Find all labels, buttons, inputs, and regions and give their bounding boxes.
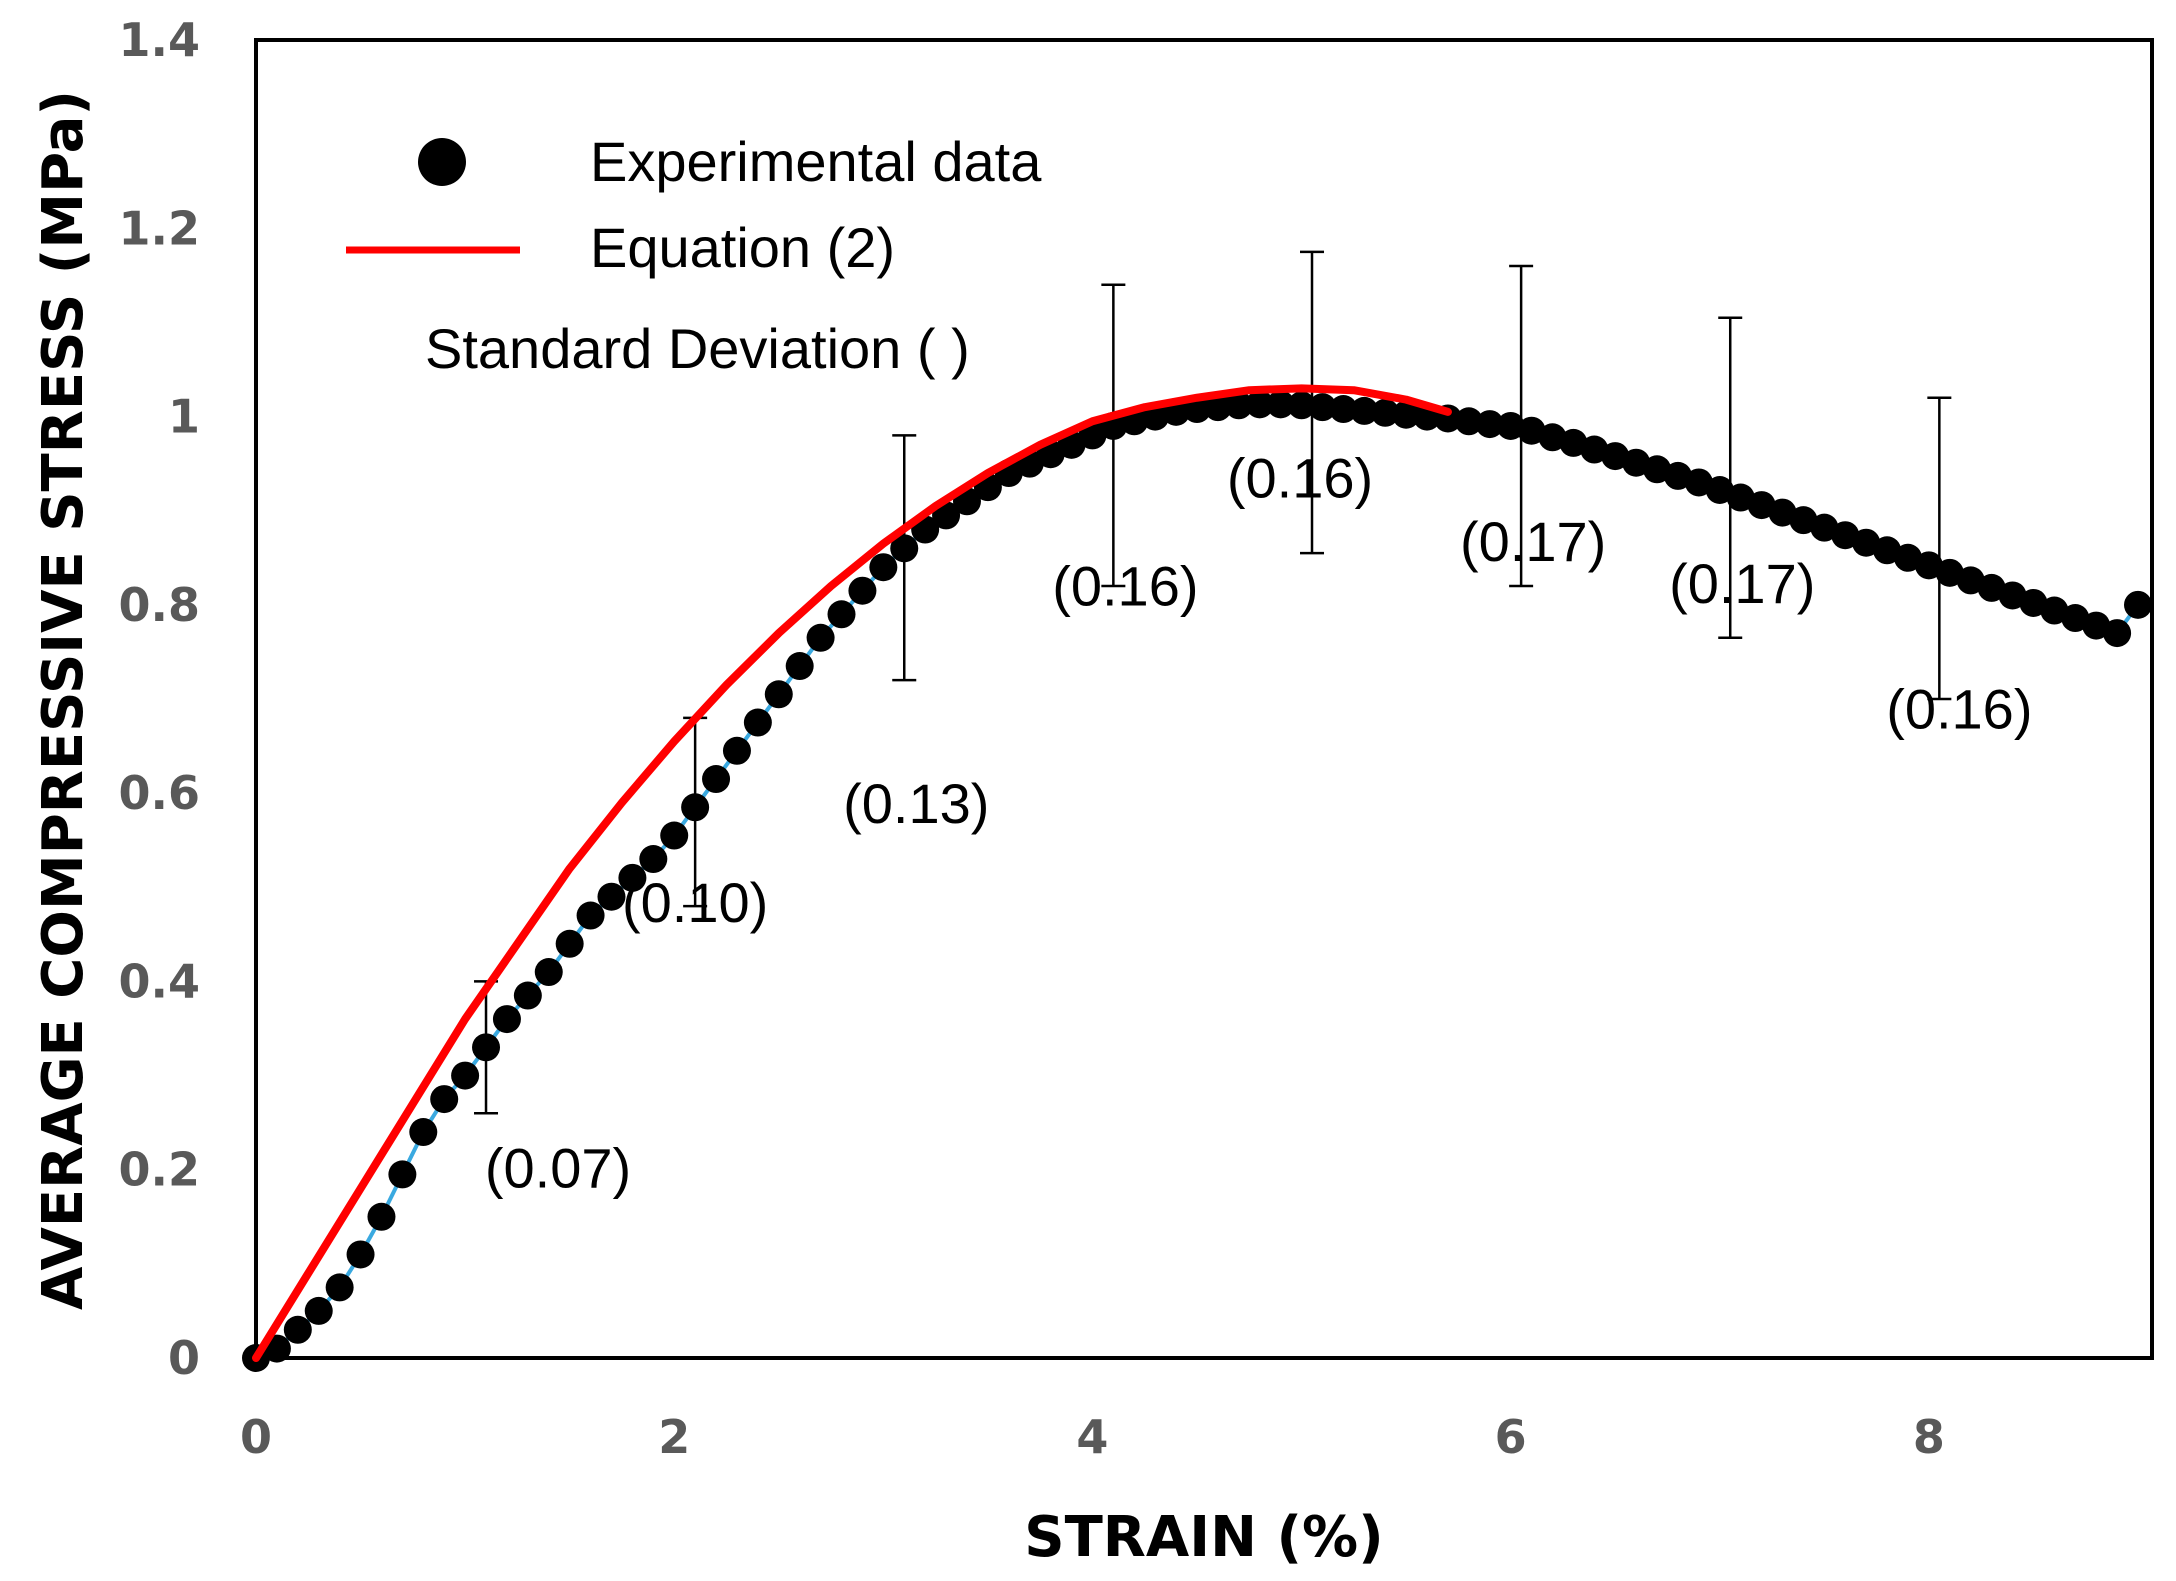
experimental-point: [639, 845, 668, 874]
experimental-point: [1308, 393, 1337, 422]
y-tick-label: 0.6: [119, 766, 201, 820]
y-tick-label: 1.4: [119, 13, 201, 67]
sd-label: (0.07): [485, 1136, 631, 1199]
y-tick-label: 0.8: [119, 578, 201, 632]
sd-labels: (0.07) (0.10) (0.13) (0.16) (0.16) (0.17) (0.1…: [485, 446, 2033, 1199]
experimental-point: [534, 958, 563, 987]
experimental-point: [283, 1315, 312, 1344]
experimental-point: [743, 708, 772, 737]
x-tick-label: 2: [658, 1410, 690, 1464]
sd-label: (0.17): [1460, 510, 1606, 573]
experimental-point: [513, 981, 542, 1010]
experimental-point: [1329, 395, 1358, 424]
legend-label-standard-deviation: Standard Deviation ( ): [425, 317, 970, 380]
experimental-point: [660, 821, 689, 850]
equation-polyline: [252, 384, 1452, 1362]
y-tick-label: 0.2: [119, 1143, 201, 1197]
sd-label: (0.17): [1669, 552, 1815, 615]
experimental-point: [1203, 393, 1232, 422]
experimental-point: [472, 1033, 501, 1062]
y-tick-label: 1.2: [119, 201, 201, 255]
experimental-point: [492, 1005, 521, 1034]
experimental-point: [1392, 400, 1421, 429]
plot-area-frame: [254, 38, 2154, 1360]
experimental-point: [409, 1118, 438, 1147]
sd-label: (0.13): [843, 772, 989, 835]
experimental-point: [1245, 390, 1274, 419]
x-tick-label: 6: [1495, 1410, 1527, 1464]
legend-label-experimental: Experimental data: [590, 130, 1042, 193]
y-tick-label: 0.4: [119, 954, 201, 1008]
experimental-point: [2124, 590, 2152, 619]
y-tick-labels: 0 0.2 0.4 0.6 0.8 1 1.2 1.4: [119, 13, 201, 1385]
experimental-point: [451, 1061, 480, 1090]
experimental-point: [890, 534, 919, 563]
experimental-point: [806, 623, 835, 652]
experimental-point: [325, 1273, 354, 1302]
x-tick-label: 8: [1913, 1410, 1945, 1464]
x-tick-label: 4: [1076, 1410, 1108, 1464]
experimental-point: [367, 1202, 396, 1231]
experimental-point: [555, 929, 584, 958]
experimental-point: [1496, 411, 1525, 440]
experimental-point: [2103, 619, 2132, 648]
legend-label-equation: Equation (2): [590, 216, 895, 279]
experimental-point: [722, 736, 751, 765]
equation-curve: [252, 384, 1452, 1362]
experimental-point: [848, 576, 877, 605]
experimental-point: [430, 1085, 459, 1114]
experimental-point: [1475, 410, 1504, 439]
sd-label: (0.16): [1052, 554, 1198, 617]
x-tick-labels: 0 2 4 6 8: [240, 1410, 1945, 1464]
experimental-point: [346, 1240, 375, 1269]
experimental-point: [869, 553, 898, 582]
experimental-point: [388, 1160, 417, 1189]
experimental-point: [1287, 391, 1316, 420]
experimental-point: [1266, 390, 1295, 419]
y-tick-label: 0: [168, 1331, 200, 1385]
sd-label: (0.10): [622, 871, 768, 934]
y-tick-label: 1: [168, 390, 200, 444]
experimental-point: [785, 652, 814, 681]
experimental-point: [576, 901, 605, 930]
experimental-point: [681, 793, 710, 822]
sd-label: (0.16): [1227, 446, 1373, 509]
x-axis-title: STRAIN (%): [1024, 1505, 1384, 1570]
experimental-point: [1454, 407, 1483, 436]
experimental-point: [702, 765, 731, 794]
experimental-point: [764, 680, 793, 709]
experimental-point: [827, 600, 856, 629]
experimental-point: [597, 882, 626, 911]
y-axis-title: AVERAGE COMPRESSIVE STRESS (MPa): [31, 90, 96, 1310]
experimental-point: [1371, 398, 1400, 427]
sd-label: (0.16): [1886, 677, 2032, 740]
experimental-point: [304, 1296, 333, 1325]
legend: Experimental data Equation (2) Standard …: [346, 130, 1042, 380]
x-tick-label: 0: [240, 1410, 272, 1464]
experimental-point: [1350, 396, 1379, 425]
experimental-point: [1224, 391, 1253, 420]
legend-marker-circle: [418, 138, 466, 186]
experimental-point: [618, 863, 647, 892]
